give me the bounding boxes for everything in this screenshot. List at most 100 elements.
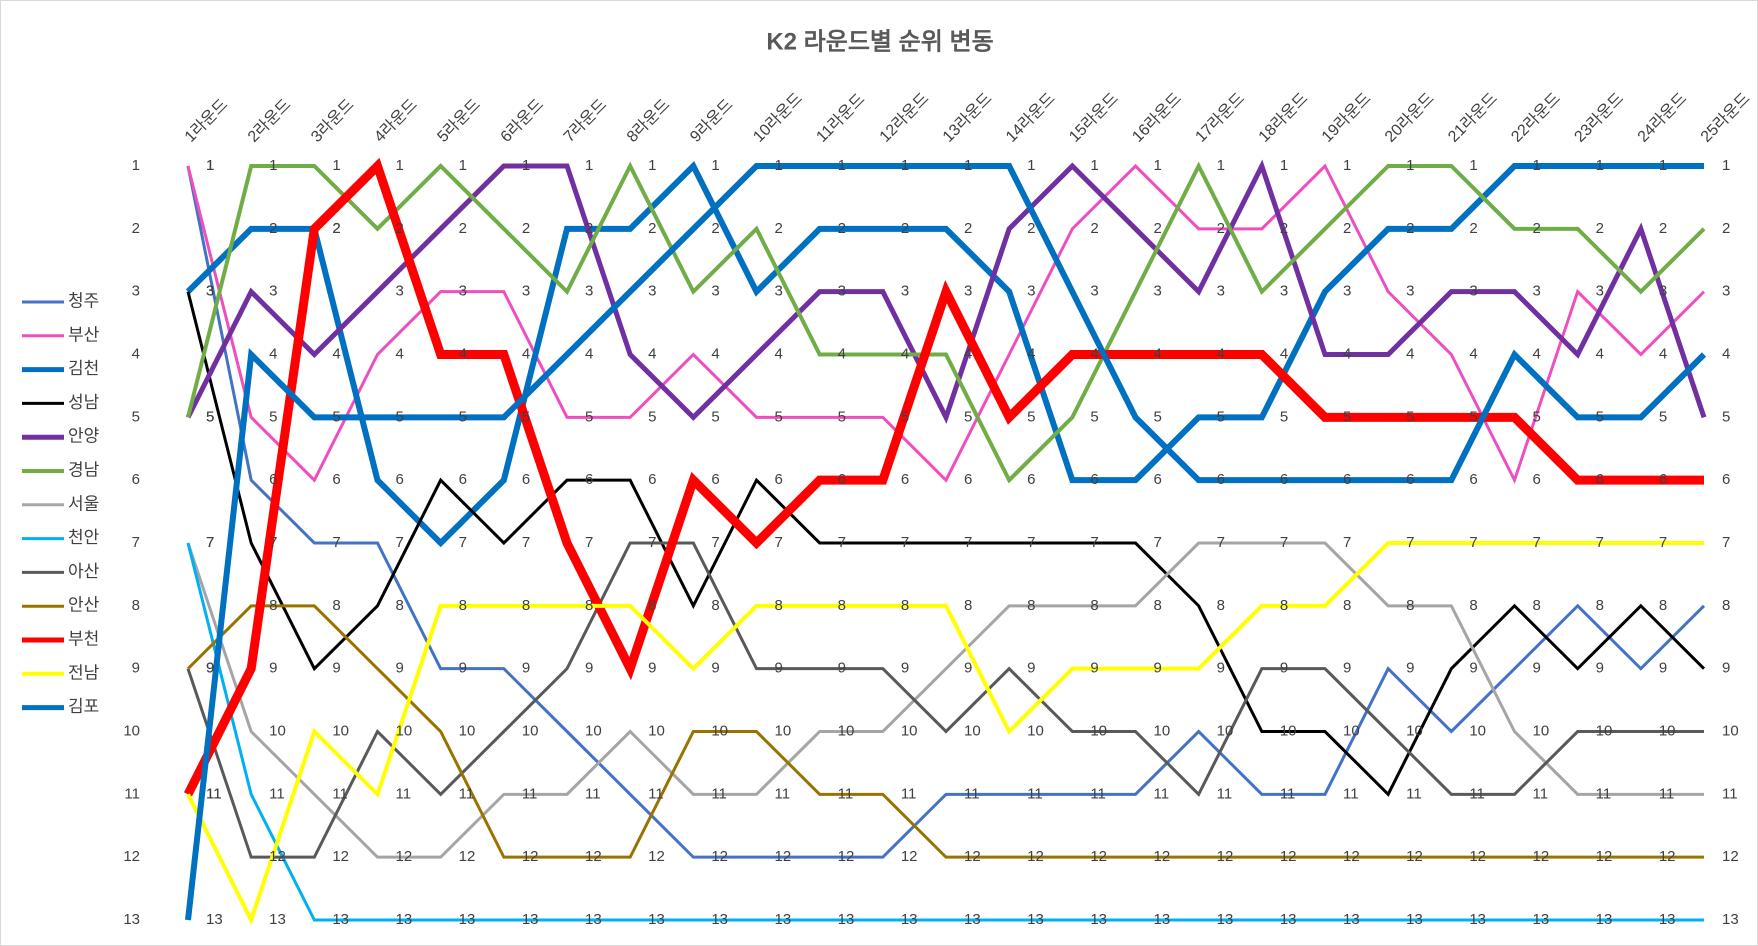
data-label: 5	[838, 408, 846, 425]
data-label: 7	[206, 534, 214, 551]
data-label: 7	[1154, 534, 1162, 551]
data-label: 10	[1469, 722, 1486, 739]
data-label: 10	[269, 722, 286, 739]
data-label: 2	[1343, 220, 1351, 237]
data-label: 1	[775, 157, 783, 174]
data-label: 1	[1469, 157, 1477, 174]
data-label: 6	[1596, 471, 1604, 488]
data-label: 3	[711, 283, 719, 300]
data-label: 3	[1659, 283, 1667, 300]
data-label: 4	[396, 345, 404, 362]
data-label: 6	[585, 471, 593, 488]
data-label: 10	[1406, 722, 1423, 739]
data-label: 9	[1343, 660, 1351, 677]
data-label: 1	[1280, 157, 1288, 174]
data-label: 13	[1469, 911, 1486, 928]
data-label: 9	[1217, 660, 1225, 677]
data-label: 9	[1027, 660, 1035, 677]
data-label: 1	[585, 157, 593, 174]
data-label: 6	[711, 471, 719, 488]
data-label: 7	[332, 534, 340, 551]
data-label: 9	[1406, 660, 1414, 677]
data-label: 5	[901, 408, 909, 425]
data-label: 2	[396, 220, 404, 237]
data-label: 13	[585, 911, 602, 928]
data-label: 8	[1469, 597, 1477, 614]
data-label: 1	[1027, 157, 1035, 174]
data-label: 2	[1406, 220, 1414, 237]
data-label: 3	[269, 283, 277, 300]
data-label: 3	[522, 283, 530, 300]
data-label: 3	[206, 283, 214, 300]
data-label: 4	[1406, 345, 1414, 362]
data-label: 10	[396, 722, 413, 739]
data-label: 1	[901, 157, 909, 174]
data-label: 1	[459, 157, 467, 174]
data-label: 6	[964, 471, 972, 488]
data-label: 2	[332, 220, 340, 237]
data-label: 7	[269, 534, 277, 551]
data-label: 8	[901, 597, 909, 614]
data-label: 7	[1533, 534, 1541, 551]
data-label: 6	[1343, 471, 1351, 488]
data-label: 12	[648, 848, 665, 865]
data-label: 11	[1596, 785, 1612, 802]
data-label: 3	[585, 283, 593, 300]
data-label: 9	[206, 660, 214, 677]
data-label: 6	[1090, 471, 1098, 488]
data-label: 10	[459, 722, 476, 739]
data-label: 1	[269, 157, 277, 174]
legend-label: 전남	[68, 663, 100, 682]
data-label: 6	[1217, 471, 1225, 488]
y-tick-label: 11	[124, 785, 140, 802]
data-label: 7	[775, 534, 783, 551]
data-label: 9	[648, 660, 656, 677]
data-label: 13	[964, 911, 981, 928]
data-label: 3	[459, 283, 467, 300]
data-label: 11	[1217, 785, 1233, 802]
data-label: 3	[1533, 283, 1541, 300]
data-label: 2	[775, 220, 783, 237]
data-label: 6	[459, 471, 467, 488]
data-label: 2	[1596, 220, 1604, 237]
data-label: 9	[964, 660, 972, 677]
data-label: 3	[964, 283, 972, 300]
data-label: 11	[1722, 785, 1738, 802]
data-label: 8	[1406, 597, 1414, 614]
data-label: 9	[459, 660, 467, 677]
data-label: 12	[1722, 848, 1739, 865]
data-label: 5	[1596, 408, 1604, 425]
data-label: 6	[269, 471, 277, 488]
data-label: 9	[1154, 660, 1162, 677]
data-label: 1	[1406, 157, 1414, 174]
data-label: 10	[1217, 722, 1234, 739]
data-label: 7	[1343, 534, 1351, 551]
data-label: 3	[1090, 283, 1098, 300]
data-label: 13	[1596, 911, 1613, 928]
legend-label: 청주	[68, 291, 99, 310]
data-label: 13	[1343, 911, 1360, 928]
data-label: 5	[206, 408, 214, 425]
data-label: 7	[585, 534, 593, 551]
data-label: 1	[838, 157, 846, 174]
data-label: 8	[332, 597, 340, 614]
data-label: 10	[838, 722, 855, 739]
data-label: 11	[1469, 785, 1485, 802]
data-label: 5	[648, 408, 656, 425]
data-label: 5	[1722, 408, 1730, 425]
series-line	[186, 542, 1704, 922]
data-label: 12	[1659, 848, 1676, 865]
data-label: 9	[269, 660, 277, 677]
data-label: 13	[1406, 911, 1423, 928]
legend-label: 성남	[68, 393, 100, 412]
data-label: 2	[1659, 220, 1667, 237]
data-label: 8	[585, 597, 593, 614]
y-tick-label: 2	[132, 220, 140, 237]
data-label: 13	[1154, 911, 1171, 928]
series-line	[186, 165, 1706, 859]
data-label: 3	[775, 283, 783, 300]
data-label: 10	[1533, 722, 1550, 739]
data-label: 7	[1722, 534, 1730, 551]
data-label: 5	[1343, 408, 1351, 425]
data-label: 4	[1469, 345, 1477, 362]
